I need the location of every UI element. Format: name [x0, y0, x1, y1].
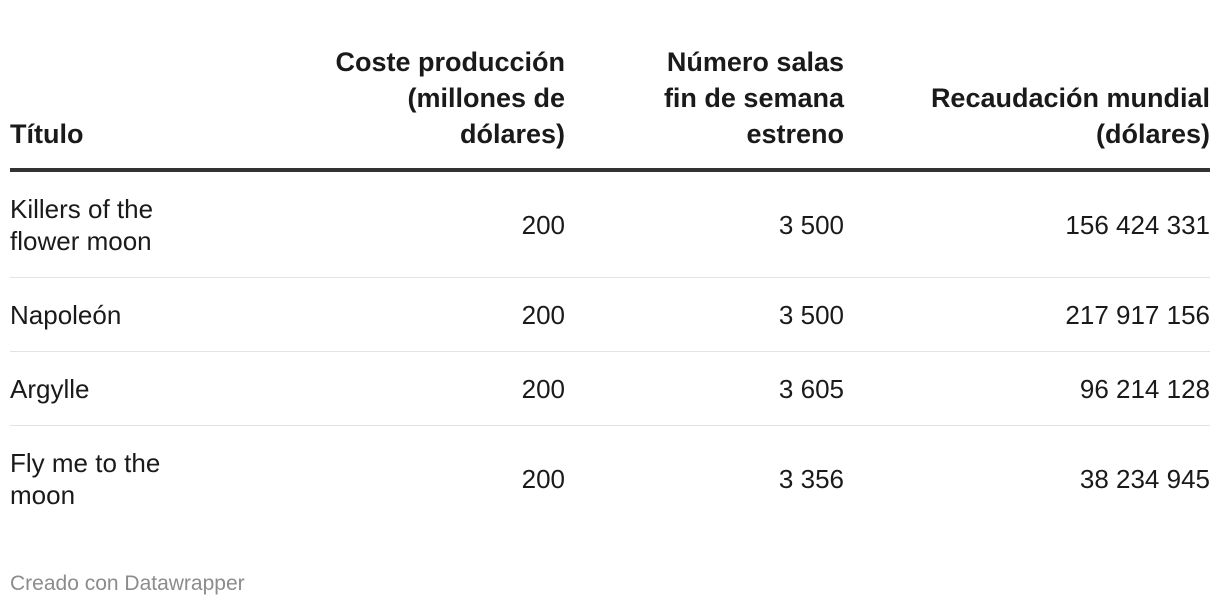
- header-row: Título Coste producción (millones de dól…: [10, 44, 1210, 172]
- cell-coste: 200: [521, 463, 565, 494]
- cell-salas: 3 605: [565, 351, 844, 426]
- data-table-container: Título Coste producción (millones de dól…: [10, 44, 1210, 531]
- column-header-recaudacion[interactable]: Recaudación mundial (dólares): [844, 44, 1210, 172]
- cell-salas: 3 500: [565, 170, 844, 278]
- cell-coste: 200: [200, 277, 565, 352]
- table-row: Argylle 200 3 605 96 214 128: [10, 351, 1210, 426]
- cell-salas: 3 500: [565, 277, 844, 352]
- table-row: Napoleón 200 3 500 217 917 156: [10, 277, 1210, 352]
- cell-titulo: Argylle: [10, 351, 200, 426]
- cell-coste: 200: [200, 351, 565, 426]
- cell-recaudacion: 156 424 331: [844, 170, 1210, 278]
- table-header: Título Coste producción (millones de dól…: [10, 44, 1210, 172]
- column-header-label: Número salas fin de semana estreno: [663, 47, 844, 149]
- cell-recaudacion: 96 214 128: [844, 351, 1210, 426]
- column-header-label: Título: [10, 119, 84, 149]
- cell-recaudacion: 217 917 156: [844, 277, 1210, 352]
- column-header-coste[interactable]: Coste producción (millones de dólares): [200, 44, 565, 172]
- footer-credit: Creado con Datawrapper: [10, 572, 245, 595]
- table-body: Killers of the flower moon 200 3 500 156…: [10, 170, 1210, 531]
- cell-titulo: Napoleón: [10, 277, 200, 352]
- cell-text: Argylle: [10, 373, 90, 404]
- table-row: Fly me to the moon 200 3 356 38 234 945: [10, 426, 1210, 532]
- column-header-titulo[interactable]: Título: [10, 44, 200, 172]
- cell-titulo: Killers of the flower moon: [10, 170, 200, 278]
- cell-coste: 200: [200, 170, 565, 278]
- data-table: Título Coste producción (millones de dól…: [10, 44, 1210, 531]
- cell-text: Napoleón: [10, 299, 122, 330]
- cell-text: Fly me to the moon: [10, 447, 161, 510]
- column-header-label: Recaudación mundial (dólares): [930, 83, 1210, 149]
- cell-titulo: Fly me to the moon: [10, 426, 200, 532]
- cell-recaudacion: 38 234 945: [1079, 463, 1210, 494]
- cell-text: Killers of the flower moon: [10, 193, 154, 256]
- column-header-label: Coste producción (millones de dólares): [335, 47, 565, 149]
- table-row: Killers of the flower moon 200 3 500 156…: [10, 170, 1210, 278]
- cell-salas: 3 356: [778, 463, 844, 494]
- column-header-salas[interactable]: Número salas fin de semana estreno: [565, 44, 844, 172]
